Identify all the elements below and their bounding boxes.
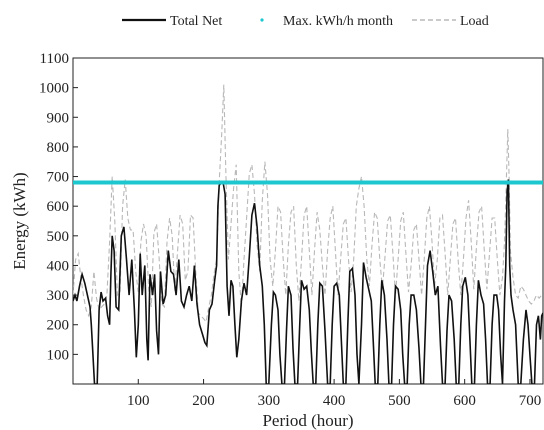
y-tick-label: 1100: [40, 51, 69, 67]
x-tick-label: 200: [192, 393, 215, 409]
y-tick-label: 600: [47, 199, 70, 215]
x-tick-label: 100: [127, 393, 150, 409]
y-axis-title: Energy (kWh): [10, 172, 29, 269]
x-tick-label: 600: [453, 393, 476, 409]
x-axis-title: Period (hour): [262, 411, 353, 430]
y-tick-label: 400: [47, 258, 70, 274]
y-tick-label: 100: [47, 347, 70, 363]
x-axis: 100 200 300 400 500 600 700: [127, 379, 541, 409]
legend-swatch-max: [260, 18, 264, 22]
legend: Total Net Max. kWh/h month Load: [122, 14, 489, 29]
legend-label-total-net: Total Net: [170, 14, 222, 29]
y-tick-label: 1000: [39, 81, 69, 97]
x-tick-label: 400: [323, 393, 346, 409]
total-net-series-line: [73, 179, 543, 384]
legend-label-load: Load: [460, 14, 489, 29]
legend-label-max: Max. kWh/h month: [283, 14, 393, 29]
y-tick-label: 300: [47, 288, 70, 304]
y-axis: 100 200 300 400 500 600 700 800 900 1000 1100: [39, 51, 78, 363]
x-tick-label: 700: [519, 393, 542, 409]
y-tick-label: 200: [47, 318, 70, 334]
y-tick-label: 500: [47, 229, 70, 245]
y-tick-label: 800: [47, 140, 70, 156]
y-tick-label: 700: [47, 170, 70, 186]
plot-frame: [72, 57, 544, 385]
x-tick-label: 500: [388, 393, 411, 409]
load-series-line: [73, 84, 543, 324]
plot-area: 100 200 300 400 500 600 700 100 200 300 400 500 600…: [39, 51, 544, 409]
y-tick-label: 900: [47, 110, 70, 126]
x-tick-label: 300: [258, 393, 281, 409]
